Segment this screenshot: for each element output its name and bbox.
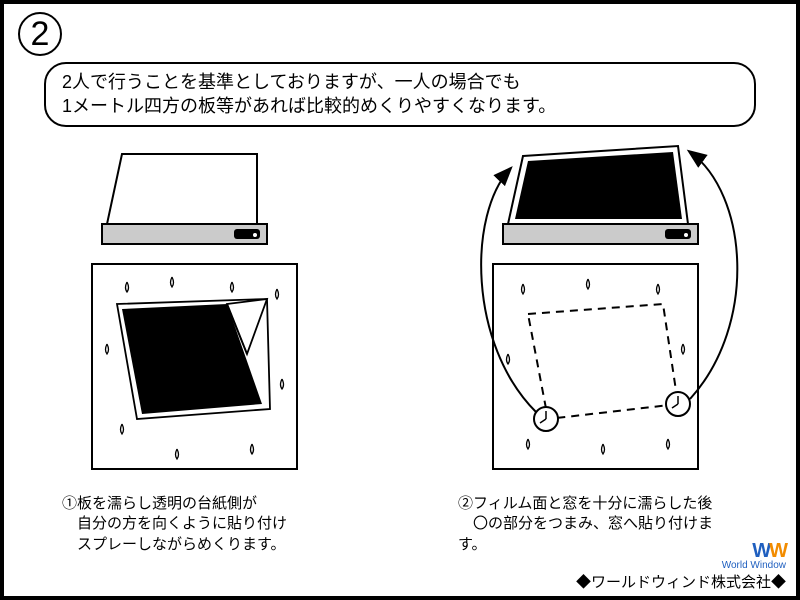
- step-number-badge: 2: [18, 12, 62, 56]
- panel-right: ②フィルム面と窓を十分に濡らした後 〇の部分をつまみ、窓へ貼り付けます。: [433, 144, 763, 555]
- note-line-1: 2人で行うことを基準としておりますが、一人の場合でも: [62, 72, 521, 92]
- panel-left-illustration: [52, 144, 352, 484]
- caption-left-3: スプレーしながらめくります。: [62, 536, 286, 553]
- logo-subtext: World Window: [576, 560, 786, 571]
- caption-right-1: ②フィルム面と窓を十分に濡らした後: [458, 495, 712, 512]
- logo-w1: W: [752, 540, 769, 562]
- caption-left-2: 自分の方を向くように貼り付け: [62, 515, 287, 532]
- wet-board-right: [493, 264, 698, 469]
- footer: WW World Window ◆ワールドウィンド株式会社◆: [576, 540, 786, 592]
- car-door-right: [503, 146, 698, 244]
- note-line-2: 1メートル四方の板等があれば比較的めくりやすくなります。: [62, 96, 556, 116]
- logo-w2: W: [769, 540, 786, 562]
- panel-right-illustration: [428, 144, 768, 484]
- caption-left-1: ①板を濡らし透明の台紙側が: [62, 495, 257, 512]
- car-door-left: [102, 154, 267, 244]
- panels-row: ①板を濡らし透明の台紙側が 自分の方を向くように貼り付け スプレーしながらめくり…: [4, 144, 796, 555]
- footer-company: ◆ワールドウィンド株式会社◆: [576, 574, 786, 591]
- panel-left: ①板を濡らし透明の台紙側が 自分の方を向くように貼り付け スプレーしながらめくり…: [37, 144, 367, 555]
- caption-left: ①板を濡らし透明の台紙側が 自分の方を向くように貼り付け スプレーしながらめくり…: [62, 494, 342, 555]
- instruction-note: 2人で行うことを基準としておりますが、一人の場合でも 1メートル四方の板等があれ…: [44, 62, 756, 127]
